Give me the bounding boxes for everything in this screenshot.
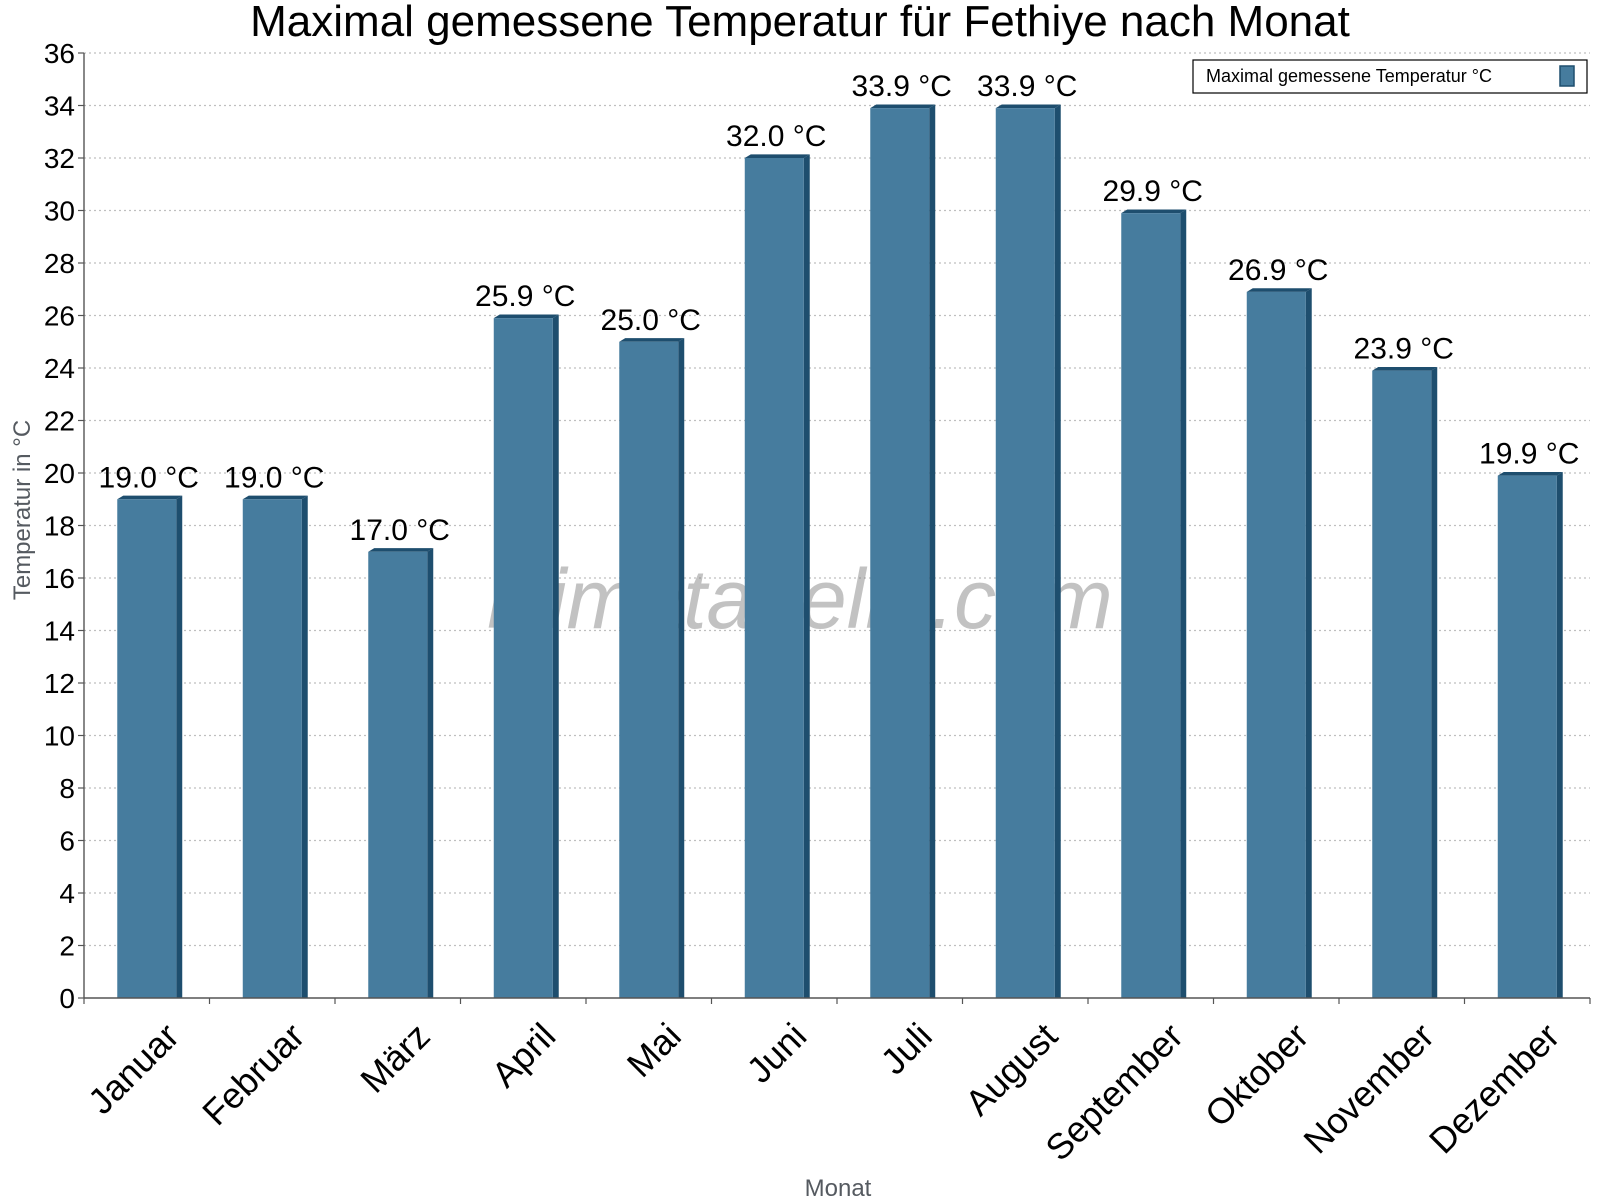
legend-swatch (1559, 65, 1575, 87)
x-category-label: Februar (194, 1015, 312, 1133)
y-tick-label: 6 (59, 826, 75, 857)
grid-lines (84, 52, 1590, 947)
x-category-label: Dezember (1421, 1015, 1567, 1161)
bar-side (552, 314, 559, 998)
x-category-label: September (1037, 1015, 1191, 1169)
bar-side (678, 338, 685, 998)
bar-top (493, 314, 559, 319)
bar-top (117, 495, 183, 500)
bar (368, 551, 428, 998)
bar-top (995, 104, 1061, 109)
y-tick-label: 0 (59, 983, 75, 1014)
bar-side (929, 104, 936, 998)
bar-top (368, 548, 434, 552)
x-axis-title: Monat (805, 1175, 872, 1200)
bar (1121, 213, 1181, 998)
bar (117, 499, 177, 998)
bar (493, 318, 553, 998)
x-category-label: August (957, 1015, 1065, 1123)
y-tick-label: 26 (44, 301, 75, 332)
y-tick-label: 22 (44, 406, 75, 437)
x-category-label: November (1295, 1015, 1441, 1161)
x-category-label: März (352, 1015, 438, 1101)
data-label: 19.0 °C (224, 461, 324, 494)
bar (1246, 291, 1306, 998)
y-tick-label: 32 (44, 143, 75, 174)
bar-top (1372, 367, 1438, 371)
bar-side (1305, 288, 1312, 998)
axes (78, 52, 1591, 1004)
bar-side (1556, 472, 1563, 998)
data-label: 26.9 °C (1228, 254, 1328, 287)
bar-side (1054, 104, 1061, 998)
bar-side (1431, 367, 1438, 998)
y-tick-label: 2 (59, 931, 75, 962)
y-tick-label: 14 (44, 616, 75, 647)
bar-top (1497, 472, 1563, 476)
data-label: 25.9 °C (475, 280, 575, 313)
bar (619, 341, 679, 998)
x-category-label: Oktober (1197, 1015, 1317, 1135)
x-category-label: Juli (873, 1015, 940, 1082)
bar (1372, 370, 1432, 998)
bar-top (242, 495, 308, 500)
x-category-label: Mai (619, 1015, 689, 1085)
y-tick-label: 34 (44, 91, 75, 122)
bar (744, 158, 804, 998)
chart-title: Maximal gemessene Temperatur für Fethiye… (250, 0, 1350, 46)
y-tick-label: 20 (44, 458, 75, 489)
legend-box (1192, 59, 1588, 94)
bar-top (870, 104, 936, 109)
data-label: 33.9 °C (852, 70, 952, 103)
legend: Maximal gemessene Temperatur °C (1192, 59, 1588, 94)
bar-side (1180, 209, 1187, 998)
y-tick-label: 24 (44, 353, 75, 384)
bar-top (619, 338, 685, 342)
bar-side (301, 495, 308, 998)
legend-label: Maximal gemessene Temperatur °C (1206, 66, 1492, 86)
y-axis-title: Temperatur in °C (9, 420, 36, 600)
bar-side (176, 495, 183, 998)
y-tick-label: 12 (44, 668, 75, 699)
data-label: 23.9 °C (1354, 333, 1454, 366)
y-tick-label: 28 (44, 248, 75, 279)
y-tick-label: 18 (44, 511, 75, 542)
data-label: 25.0 °C (601, 304, 701, 337)
bar-side (803, 154, 810, 998)
data-label: 17.0 °C (350, 514, 450, 547)
x-category-label: Januar (80, 1015, 187, 1122)
data-label: 32.0 °C (726, 120, 826, 153)
y-tick-label: 16 (44, 563, 75, 594)
y-tick-label: 4 (59, 878, 75, 909)
y-tick-label: 30 (44, 196, 75, 227)
data-label: 29.9 °C (1103, 175, 1203, 208)
bar (1497, 475, 1557, 998)
bar-top (744, 154, 810, 158)
x-category-label: Juni (739, 1015, 815, 1091)
x-category-label: April (483, 1015, 563, 1095)
bar-top (1121, 209, 1187, 214)
bar-top (1246, 288, 1312, 292)
data-label: 19.0 °C (99, 461, 199, 494)
bar (995, 108, 1055, 998)
data-label: 33.9 °C (977, 70, 1077, 103)
y-tick-label: 10 (44, 721, 75, 752)
bar (242, 499, 302, 998)
y-tick-label: 8 (59, 773, 75, 804)
data-label: 19.9 °C (1479, 438, 1579, 471)
bar (870, 108, 930, 998)
bar-side (427, 548, 434, 998)
y-tick-label: 36 (44, 38, 75, 69)
bars (117, 104, 1563, 998)
